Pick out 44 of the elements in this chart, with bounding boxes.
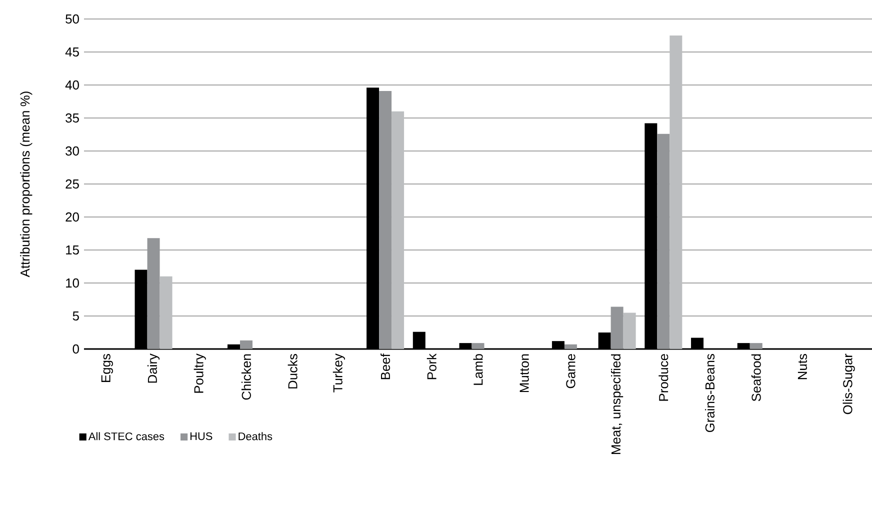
x-tick-label: Olis-Sugar	[842, 354, 855, 414]
bar	[750, 343, 762, 349]
y-tick-label: 25	[66, 179, 79, 189]
x-tick-label: Turkey	[332, 354, 345, 392]
legend-label: All STEC cases	[88, 432, 164, 440]
y-tick-label: 0	[72, 344, 79, 354]
bar	[240, 340, 252, 349]
bar	[147, 238, 160, 349]
y-tick-label: 15	[66, 245, 79, 255]
x-tick-label: Eggs	[101, 354, 113, 382]
x-tick-label: Seafood	[751, 354, 761, 402]
x-tick-label: Game	[566, 354, 576, 388]
x-tick-label: Mutton	[520, 354, 529, 392]
bar	[564, 344, 577, 349]
legend-label: Deaths	[238, 432, 272, 440]
bar	[392, 111, 404, 349]
bar	[657, 134, 670, 349]
x-tick-label: Ducks	[288, 354, 298, 388]
x-tick-label: Beef	[380, 353, 390, 380]
y-tick-label: 10	[66, 278, 79, 288]
y-tick-label: 35	[66, 113, 79, 123]
y-tick-label: 40	[65, 80, 79, 90]
bar	[670, 36, 682, 349]
y-tick-label: 50	[66, 14, 79, 24]
x-tick-label: Poultry	[194, 354, 206, 393]
x-tick-label: Pork	[426, 353, 436, 380]
bar	[379, 90, 392, 349]
y-tick-label: 5	[72, 311, 79, 321]
bar	[160, 276, 172, 349]
y-tick-label: 20	[66, 212, 79, 222]
x-tick-label: Meat, unspecified	[611, 354, 624, 454]
x-tick-label: Nuts	[798, 354, 807, 380]
x-tick-label: Lamb	[473, 354, 483, 385]
bar	[610, 306, 624, 349]
x-tick-label: Produce	[658, 354, 668, 401]
x-tick-label: Chicken	[241, 354, 251, 400]
bar	[623, 312, 636, 349]
legend-label: HUS	[190, 432, 212, 440]
y-tick-label: 45	[65, 47, 79, 57]
x-tick-label: Grains-Beans	[705, 354, 715, 432]
y-tick-label: 30	[66, 146, 79, 156]
bar	[472, 343, 484, 349]
y-axis-title: Attribution proportions (mean %)	[20, 92, 32, 278]
x-tick-label: Dairy	[147, 354, 160, 383]
